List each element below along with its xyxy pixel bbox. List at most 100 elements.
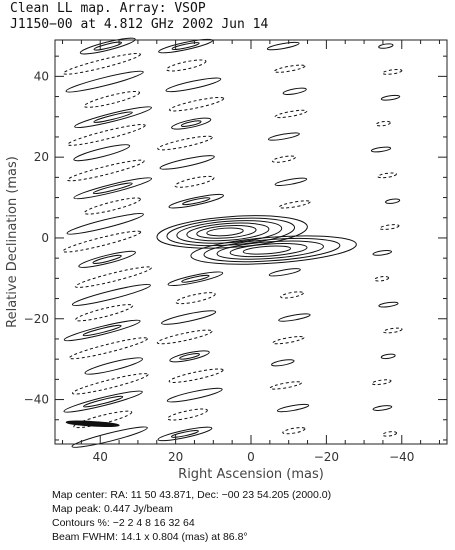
- positive-contour: [282, 87, 307, 95]
- positive-contour: [65, 70, 144, 93]
- beam-text: Beam FWHM: 14.1 x 0.804 (mas) at 86.8°: [52, 531, 248, 543]
- core-contour: [203, 237, 341, 263]
- positive-contour: [73, 177, 153, 200]
- positive-contour-inner: [182, 197, 211, 206]
- core-contour: [156, 215, 308, 249]
- negative-contour: [67, 159, 145, 182]
- negative-contour: [73, 410, 133, 429]
- negative-contour: [274, 109, 308, 119]
- negative-contour: [375, 120, 391, 127]
- map-peak-text: Map peak: 0.447 Jy/beam: [52, 503, 173, 515]
- positive-contour-inner: [171, 42, 200, 50]
- negative-contour: [174, 175, 215, 188]
- negative-contour: [382, 327, 403, 334]
- positive-contour: [267, 132, 300, 141]
- positive-contour-inner: [93, 111, 133, 123]
- core-contour: [216, 240, 324, 260]
- positive-contour: [74, 106, 152, 129]
- core-contour: [176, 220, 283, 244]
- negative-contour: [273, 64, 306, 73]
- map-center-text: Map center: RA: 11 50 43.871, Dec: −00 2…: [52, 489, 332, 501]
- map-title: Clean LL map. Array: VSOP: [10, 1, 206, 16]
- positive-contour-inner: [83, 395, 124, 408]
- x-tick-label: −20: [314, 450, 339, 464]
- positive-contour: [73, 144, 131, 162]
- map-info: Map center: RA: 11 50 43.871, Dec: −00 2…: [52, 488, 331, 544]
- positive-contour: [71, 426, 148, 448]
- positive-contour: [71, 283, 151, 306]
- positive-contour: [266, 41, 300, 51]
- negative-contour: [165, 59, 207, 72]
- positive-contour: [385, 198, 401, 204]
- x-tick-label: 0: [247, 450, 255, 464]
- negative-contour: [272, 336, 305, 345]
- positive-contour: [268, 268, 301, 277]
- negative-contour: [371, 379, 392, 386]
- positive-contour: [278, 313, 311, 322]
- positive-contour: [378, 301, 399, 308]
- positive-contour: [168, 193, 224, 209]
- y-axis-label: Relative Declination (mas): [5, 156, 20, 328]
- positive-contour-inner: [179, 353, 200, 360]
- negative-contour: [156, 329, 213, 345]
- positive-contour-inner: [92, 182, 133, 194]
- negative-contour: [75, 304, 134, 322]
- positive-contour: [171, 117, 212, 130]
- core-contour: [190, 235, 357, 265]
- positive-contour: [159, 155, 215, 170]
- negative-contour: [280, 291, 304, 299]
- positive-contour: [63, 319, 141, 342]
- negative-contour: [62, 230, 142, 253]
- contours-text: Contours %: −2 2 4 8 16 32 64: [52, 517, 195, 529]
- core-contour: [166, 217, 296, 247]
- positive-contour-inner: [82, 324, 122, 337]
- negative-contour: [278, 200, 311, 209]
- negative-contour: [282, 427, 306, 435]
- positive-contour: [66, 213, 144, 235]
- negative-contour: [67, 124, 146, 146]
- core-contour: [186, 222, 270, 242]
- positive-contour-inner: [92, 254, 122, 264]
- positive-contour-inner: [93, 41, 122, 51]
- positive-contour: [380, 353, 396, 360]
- contour-layer: [62, 37, 403, 448]
- core-contour: [206, 227, 244, 237]
- negative-contour: [83, 90, 141, 108]
- positive-contour: [165, 77, 222, 93]
- x-axis-label: Right Ascension (mas): [178, 467, 324, 482]
- x-tick-label: 20: [168, 450, 183, 464]
- positive-contour: [380, 94, 401, 101]
- positive-contour-inner: [181, 274, 210, 283]
- map-subtitle: J1150−00 at 4.812 GHz 2002 Jun 14: [10, 17, 268, 32]
- negative-contour: [175, 292, 216, 305]
- negative-contour: [83, 197, 141, 215]
- core-contour: [196, 225, 257, 239]
- positive-contour: [167, 271, 224, 287]
- positive-contour: [271, 359, 295, 367]
- positive-contour: [79, 37, 136, 55]
- positive-contour: [276, 403, 310, 413]
- negative-contour: [157, 135, 213, 151]
- beam-ellipse: [65, 420, 120, 427]
- y-tick-label: 40: [34, 69, 49, 83]
- positive-contour: [372, 405, 393, 411]
- negative-contour: [269, 381, 303, 390]
- core-contour: [242, 245, 292, 255]
- beam-shape: [65, 420, 120, 427]
- positive-contour: [78, 250, 136, 268]
- negative-contour: [74, 266, 152, 288]
- positive-contour: [166, 387, 223, 403]
- negative-contour: [271, 155, 296, 163]
- positive-contour: [378, 43, 394, 49]
- positive-contour: [84, 357, 143, 375]
- negative-contour: [379, 224, 400, 230]
- negative-contour: [374, 276, 390, 282]
- y-tick-label: −20: [24, 312, 49, 326]
- negative-contour: [382, 431, 398, 437]
- negative-contour: [168, 368, 224, 383]
- positive-contour: [157, 426, 213, 442]
- negative-contour: [72, 373, 149, 395]
- y-tick-label: 20: [34, 150, 49, 164]
- positive-contour: [274, 177, 308, 186]
